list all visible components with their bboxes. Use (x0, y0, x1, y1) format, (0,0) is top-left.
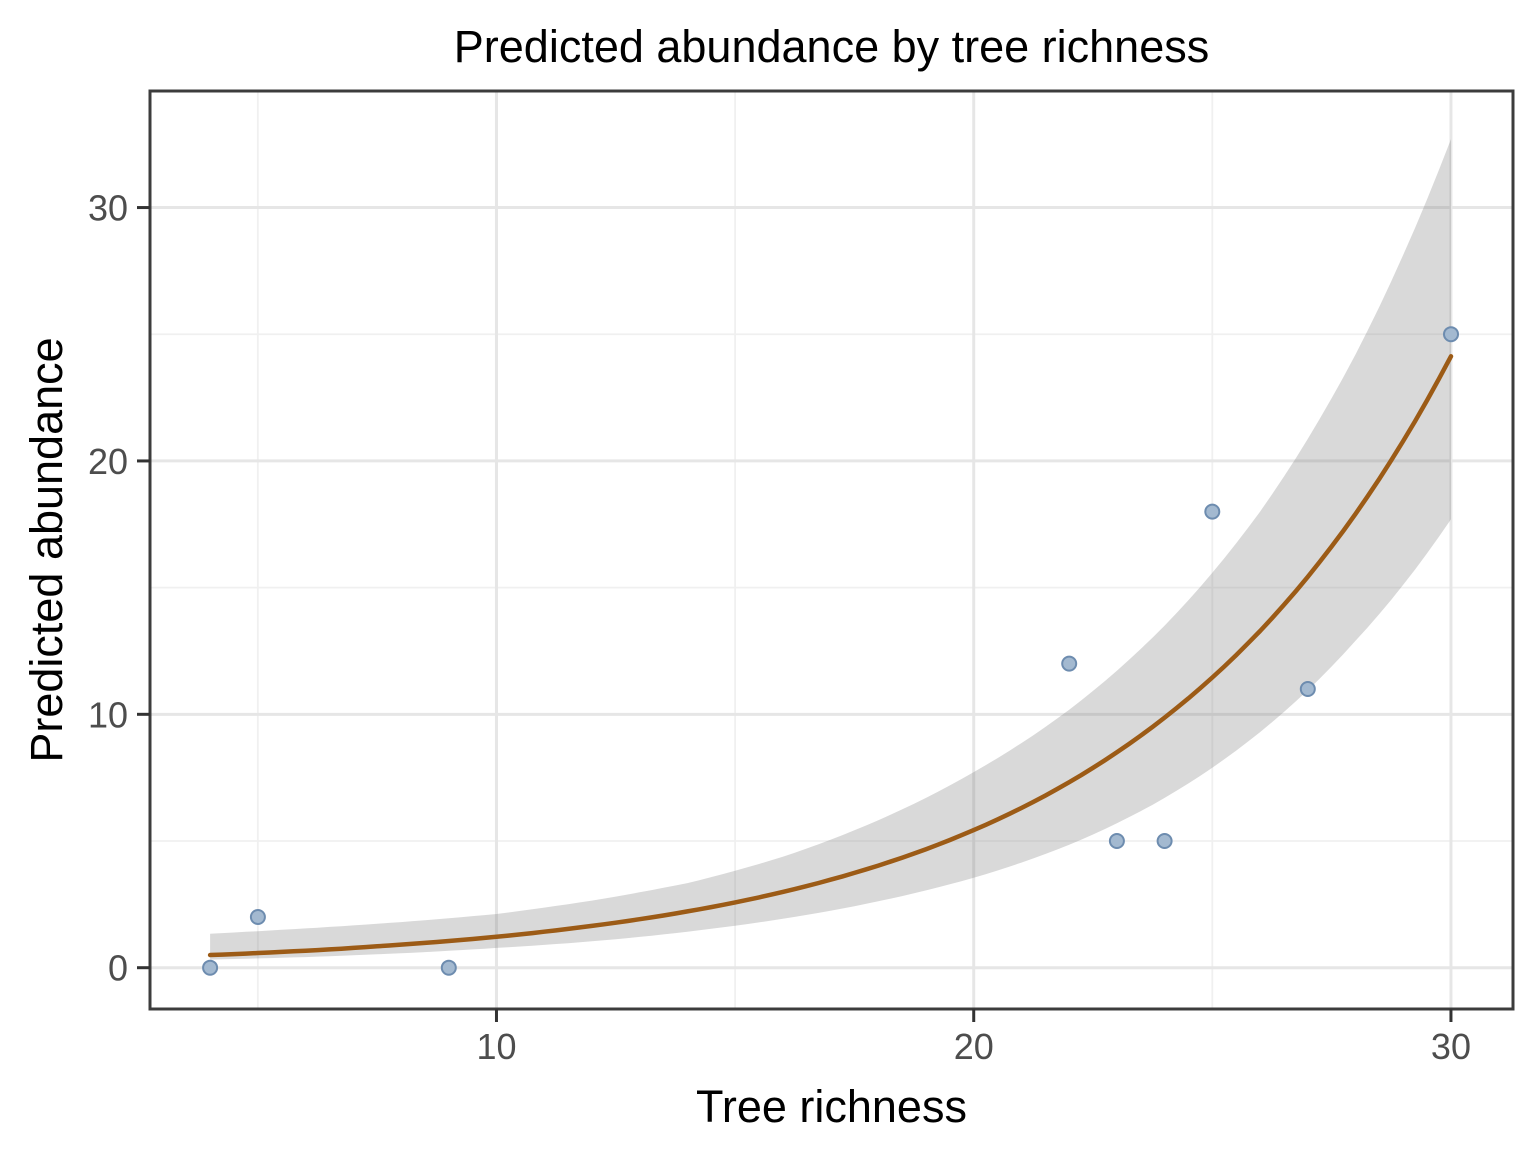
y-tick-label: 20 (88, 441, 128, 482)
y-tick-label: 10 (88, 694, 128, 735)
data-point (249, 909, 266, 925)
x-axis-title: Tree richness (696, 1081, 967, 1132)
data-point (1299, 681, 1316, 697)
axis-tick-labels: 10 20 30 0 10 20 30 (88, 188, 1471, 1067)
data-point (1156, 833, 1173, 849)
confidence-ribbon (210, 139, 1452, 960)
confidence-ribbon-layer (210, 139, 1452, 960)
data-points-layer (202, 326, 1459, 976)
data-point (1061, 655, 1078, 672)
y-tick-label: 0 (108, 948, 128, 989)
major-gridlines (150, 91, 1513, 1009)
y-axis-title: Predicted abundance (21, 337, 72, 762)
x-tick-label: 20 (954, 1026, 994, 1067)
chart-title: Predicted abundance by tree richness (454, 21, 1209, 72)
data-point (1108, 833, 1125, 849)
x-tick-label: 10 (476, 1026, 516, 1067)
panel-border (148, 89, 1515, 1011)
y-tick-label: 30 (88, 188, 128, 229)
fit-line-layer (207, 354, 1454, 958)
data-point (1443, 326, 1459, 343)
data-point (440, 959, 457, 976)
data-point (1204, 503, 1221, 520)
fit-line (207, 354, 1454, 958)
minor-gridlines (150, 91, 1513, 1009)
x-tick-label: 30 (1431, 1026, 1471, 1067)
axis-tick-marks (137, 206, 1453, 1022)
data-point (202, 959, 219, 976)
